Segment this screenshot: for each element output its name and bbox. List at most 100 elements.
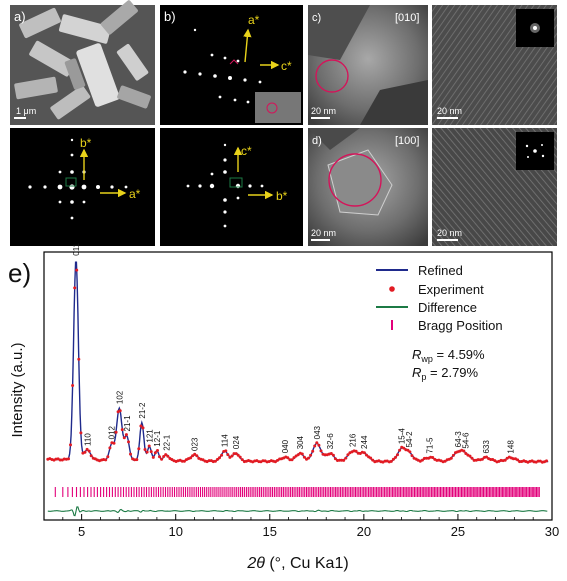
panel-d-zone-axis: [100] bbox=[395, 135, 419, 147]
rp-value: Rp = 2.79% bbox=[412, 365, 479, 382]
x-tick-label: 25 bbox=[451, 524, 465, 539]
experiment-point bbox=[164, 453, 168, 457]
experiment-point bbox=[193, 452, 197, 456]
experiment-point bbox=[153, 451, 157, 455]
panel-b-label: b) bbox=[164, 9, 176, 24]
saed-inset-image bbox=[255, 92, 301, 123]
experiment-point bbox=[124, 433, 128, 437]
experiment-point bbox=[77, 357, 81, 361]
experiment-point bbox=[346, 453, 350, 457]
peak-label: 043 bbox=[313, 425, 322, 439]
legend: Refined Experiment Difference Bragg Posi… bbox=[376, 263, 503, 333]
experiment-point bbox=[394, 455, 397, 459]
experiment-point bbox=[67, 457, 70, 461]
experiment-point bbox=[342, 458, 346, 462]
experiment-point bbox=[238, 455, 242, 459]
experiment-point bbox=[485, 455, 488, 459]
experiment-point bbox=[220, 453, 224, 457]
peak-label: 121 bbox=[145, 429, 154, 443]
experiment-point bbox=[137, 447, 141, 451]
legend-experiment: Experiment bbox=[418, 282, 484, 297]
saed-axis-b-star-2: b* bbox=[276, 189, 288, 203]
panel-c-tem: c) [010] 20 nm 20 nm bbox=[308, 5, 557, 125]
experiment-point bbox=[85, 447, 89, 451]
peak-label: 040 bbox=[281, 439, 290, 453]
legend-experiment-swatch bbox=[389, 286, 395, 292]
experiment-point bbox=[389, 459, 393, 463]
experiment-point bbox=[302, 455, 306, 459]
experiment-point bbox=[122, 436, 126, 440]
peak-label: 148 bbox=[507, 440, 516, 454]
experiment-point bbox=[470, 456, 474, 460]
legend-difference: Difference bbox=[418, 300, 477, 315]
series-bragg-positions bbox=[54, 487, 540, 497]
saed-axis-c-star-2: c* bbox=[241, 144, 252, 158]
experiment-point bbox=[218, 456, 221, 460]
experiment-point bbox=[58, 458, 62, 462]
panel-e-label: e) bbox=[8, 258, 31, 288]
experiment-point bbox=[104, 458, 108, 462]
experiment-point bbox=[83, 450, 87, 454]
experiment-point bbox=[118, 409, 122, 413]
experiment-point bbox=[108, 446, 112, 450]
experiment-point bbox=[286, 456, 290, 460]
panel-d-scale-left: 20 nm bbox=[311, 228, 336, 238]
panel-c-scale-left: 20 nm bbox=[311, 106, 336, 116]
experiment-point bbox=[135, 458, 139, 462]
experiment-point bbox=[139, 424, 143, 428]
experiment-point bbox=[315, 441, 319, 445]
experiment-point bbox=[420, 458, 424, 462]
experiment-point bbox=[354, 449, 358, 453]
y-axis-label: Intensity (a.u.) bbox=[9, 342, 26, 437]
experiment-point bbox=[362, 451, 366, 455]
experiment-point bbox=[143, 448, 147, 451]
x-tick-label: 15 bbox=[263, 524, 277, 539]
experiment-point bbox=[369, 456, 373, 460]
x-tick-label: 20 bbox=[357, 524, 371, 539]
panel-d-scale-right: 20 nm bbox=[437, 228, 462, 238]
experiment-point bbox=[545, 459, 548, 463]
peak-label: 12-1 bbox=[153, 430, 162, 447]
peak-label: 633 bbox=[482, 440, 491, 454]
experiment-point bbox=[189, 456, 193, 460]
experiment-point bbox=[408, 450, 412, 454]
x-axis-label: 2θ (°, Cu Ka1) bbox=[246, 555, 348, 572]
experiment-point bbox=[191, 454, 195, 458]
experiment-point bbox=[114, 430, 118, 434]
experiment-point bbox=[207, 459, 211, 463]
experiment-point bbox=[75, 268, 79, 272]
saed-axis-a-star-2: a* bbox=[129, 187, 141, 201]
experiment-point bbox=[151, 455, 155, 459]
experiment-point bbox=[313, 444, 317, 448]
panel-c-zone-axis: [010] bbox=[395, 12, 419, 24]
panel-a-scale-text: 1 μm bbox=[16, 106, 36, 116]
experiment-point bbox=[156, 449, 159, 452]
peak-label: 64-3 bbox=[454, 431, 463, 448]
experiment-point bbox=[516, 458, 520, 462]
rwp-value: Rwp = 4.59% bbox=[412, 347, 485, 364]
experiment-point bbox=[290, 458, 294, 462]
experiment-point bbox=[89, 454, 93, 458]
experiment-point bbox=[331, 453, 335, 457]
experiment-point bbox=[73, 286, 77, 290]
experiment-point bbox=[160, 457, 164, 461]
x-tick-label: 5 bbox=[78, 524, 85, 539]
plot-frame bbox=[43, 251, 553, 521]
saed-axis-c-star: c* bbox=[281, 59, 292, 73]
legend-refined: Refined bbox=[418, 263, 463, 278]
experiment-point bbox=[402, 446, 406, 450]
experiment-point bbox=[112, 441, 116, 445]
experiment-point bbox=[224, 449, 228, 453]
peak-label: 011 bbox=[72, 242, 81, 255]
peak-label: 110 bbox=[83, 433, 92, 446]
peak-label: 22-1 bbox=[162, 434, 171, 451]
peak-label: 304 bbox=[296, 435, 305, 449]
experiment-point bbox=[127, 440, 130, 444]
peak-label: 024 bbox=[232, 435, 241, 449]
x-tick-label: 30 bbox=[545, 524, 559, 539]
experiment-point bbox=[464, 452, 468, 455]
